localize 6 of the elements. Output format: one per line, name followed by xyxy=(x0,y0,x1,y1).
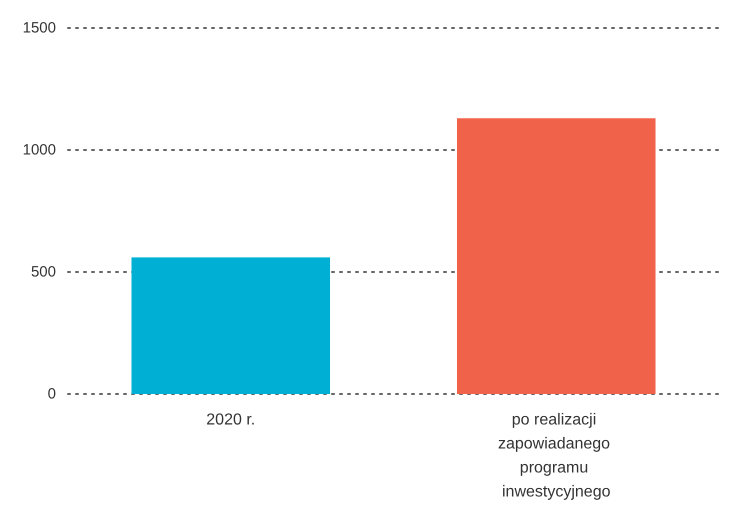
x-tick-label: po realizacji zapowiadanego programu inwestycyjnego xyxy=(498,412,615,500)
y-tick-label: 1000 xyxy=(22,142,56,158)
y-tick-label: 500 xyxy=(30,264,56,280)
y-tick-label: 1500 xyxy=(22,20,56,36)
y-tick-label: 0 xyxy=(48,386,56,402)
x-tick-label: 2020 r. xyxy=(206,412,256,428)
